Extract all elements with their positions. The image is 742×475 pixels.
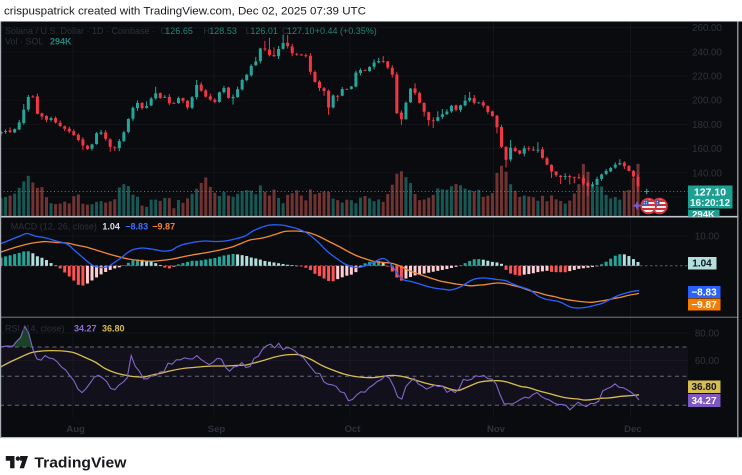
svg-text:TradingView: TradingView xyxy=(34,455,127,471)
svg-text:Nov: Nov xyxy=(487,424,506,435)
svg-text:36.80: 36.80 xyxy=(691,382,716,393)
svg-text:294K: 294K xyxy=(692,210,715,221)
svg-text:260.00: 260.00 xyxy=(692,23,722,34)
svg-text:Aug: Aug xyxy=(66,424,85,435)
svg-text:Sep: Sep xyxy=(208,424,226,435)
svg-text:34.27: 34.27 xyxy=(691,396,716,407)
svg-text:Dec: Dec xyxy=(624,424,641,435)
svg-text:140.00: 140.00 xyxy=(692,168,722,179)
svg-text:80.00: 80.00 xyxy=(695,329,720,340)
svg-text:180.00: 180.00 xyxy=(692,120,722,131)
svg-text:−8.83: −8.83 xyxy=(691,288,717,299)
svg-text:127.10: 127.10 xyxy=(694,187,726,199)
svg-text:10.00: 10.00 xyxy=(695,232,720,243)
svg-text:16:20:12: 16:20:12 xyxy=(690,198,730,209)
svg-text:220.00: 220.00 xyxy=(692,72,722,83)
svg-text:60.00: 60.00 xyxy=(695,356,720,367)
svg-text:crispuspatrick created with Tr: crispuspatrick created with TradingView.… xyxy=(4,6,366,18)
svg-text:160.00: 160.00 xyxy=(692,144,722,155)
svg-text:−9.87: −9.87 xyxy=(691,300,717,311)
svg-text:Solana / U.S. Dollar · 1D · Co: Solana / U.S. Dollar · 1D · Coinbase · O1… xyxy=(5,26,377,36)
svg-text:MACD (12, 26, close)1.04−8.83−: MACD (12, 26, close) 1.04 −8.83 −9.87 xyxy=(11,222,175,232)
svg-text:Oct: Oct xyxy=(345,424,362,435)
svg-text:240.00: 240.00 xyxy=(692,47,722,58)
svg-text:1.04: 1.04 xyxy=(692,259,712,270)
svg-text:200.00: 200.00 xyxy=(692,96,722,107)
